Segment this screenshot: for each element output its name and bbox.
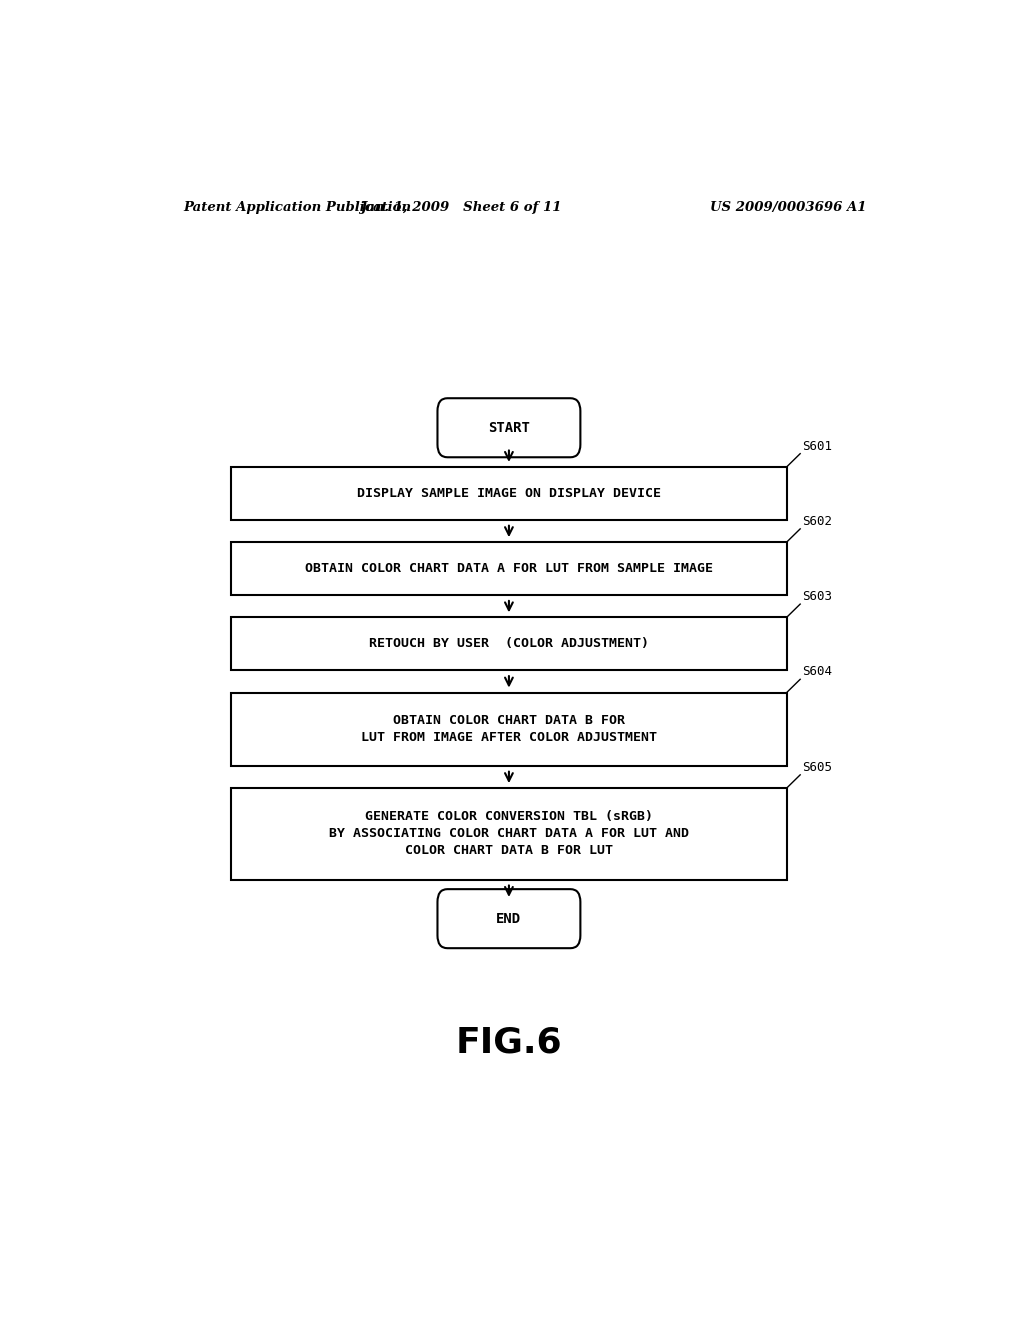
Text: S605: S605 [803,760,833,774]
Text: US 2009/0003696 A1: US 2009/0003696 A1 [710,201,866,214]
Bar [231,693,786,766]
Text: FIG.6: FIG.6 [456,1026,562,1060]
Text: OBTAIN COLOR CHART DATA A FOR LUT FROM SAMPLE IMAGE: OBTAIN COLOR CHART DATA A FOR LUT FROM S… [305,562,713,576]
Bar [231,543,786,595]
Bar [231,467,786,520]
Text: RETOUCH BY USER  (COLOR ADJUSTMENT): RETOUCH BY USER (COLOR ADJUSTMENT) [369,638,649,651]
Text: S601: S601 [803,440,833,453]
Text: DISPLAY SAMPLE IMAGE ON DISPLAY DEVICE: DISPLAY SAMPLE IMAGE ON DISPLAY DEVICE [357,487,660,500]
Text: OBTAIN COLOR CHART DATA B FOR
LUT FROM IMAGE AFTER COLOR ADJUSTMENT: OBTAIN COLOR CHART DATA B FOR LUT FROM I… [360,714,657,744]
Text: S603: S603 [803,590,833,603]
Text: START: START [488,421,529,434]
FancyBboxPatch shape [437,399,581,457]
Bar [231,618,786,671]
Text: Patent Application Publication: Patent Application Publication [183,201,412,214]
Text: S604: S604 [803,665,833,678]
Text: END: END [497,912,521,925]
Text: GENERATE COLOR CONVERSION TBL (sRGB)
BY ASSOCIATING COLOR CHART DATA A FOR LUT A: GENERATE COLOR CONVERSION TBL (sRGB) BY … [329,810,689,857]
Text: S602: S602 [803,515,833,528]
FancyBboxPatch shape [437,890,581,948]
Text: Jan. 1, 2009   Sheet 6 of 11: Jan. 1, 2009 Sheet 6 of 11 [360,201,562,214]
Bar [231,788,786,879]
